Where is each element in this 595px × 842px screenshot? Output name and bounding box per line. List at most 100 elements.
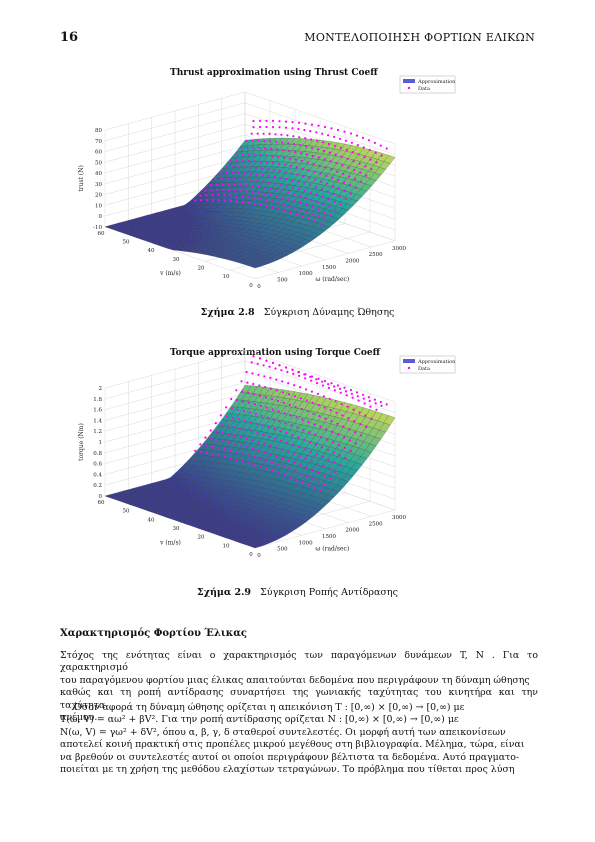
- data-point: [318, 415, 321, 418]
- data-point: [299, 152, 302, 155]
- data-point: [348, 175, 351, 178]
- data-point: [322, 395, 325, 398]
- data-point: [293, 395, 296, 398]
- data-point: [286, 184, 289, 187]
- data-point: [288, 157, 291, 160]
- data-point: [385, 147, 388, 150]
- data-point: [317, 471, 320, 474]
- data-point: [255, 173, 258, 176]
- data-point: [359, 423, 362, 426]
- data-point: [225, 415, 228, 418]
- data-point: [286, 134, 289, 137]
- data-point: [280, 369, 283, 372]
- data-point: [276, 463, 279, 466]
- data-point: [310, 460, 313, 463]
- data-point: [301, 215, 304, 218]
- data-point: [295, 166, 298, 169]
- data-point: [244, 178, 247, 181]
- data-point: [287, 198, 290, 201]
- data-point: [304, 373, 307, 376]
- data-point: [334, 400, 337, 403]
- data-point: [333, 389, 336, 392]
- data-point: [291, 121, 294, 124]
- data-point: [253, 202, 256, 205]
- data-point: [284, 422, 287, 425]
- data-point: [312, 478, 315, 481]
- data-point: [310, 123, 314, 126]
- data-point: [299, 202, 302, 205]
- data-point: [304, 196, 307, 200]
- data-point: [284, 366, 288, 369]
- data-point: [240, 146, 243, 149]
- w-tick-label: 2500: [369, 252, 383, 258]
- data-point: [298, 195, 301, 198]
- data-point: [370, 417, 373, 420]
- w-tick-label: 1500: [322, 534, 336, 540]
- data-point: [280, 133, 283, 136]
- data-point: [258, 125, 262, 129]
- v-axis-label: v (m/s): [159, 270, 181, 277]
- data-point: [327, 198, 330, 201]
- data-point: [331, 441, 335, 444]
- data-point: [272, 418, 275, 421]
- data-point: [294, 158, 297, 161]
- data-point: [301, 418, 304, 421]
- v-tick-label: 0: [249, 552, 253, 558]
- data-point: [291, 127, 294, 130]
- data-point: [320, 180, 323, 183]
- data-point: [254, 166, 257, 169]
- data-point: [281, 380, 284, 383]
- v-tick-label: 10: [223, 274, 230, 280]
- data-point: [315, 193, 318, 196]
- data-point: [234, 450, 238, 453]
- data-point: [311, 206, 314, 209]
- data-point: [281, 196, 284, 199]
- data-point: [365, 426, 368, 429]
- data-point: [369, 158, 372, 161]
- data-point: [220, 423, 223, 426]
- plot-area: 2 1.8 1.6 1.4 1.2 1 0.8 0.6 0.4 0.2 0 torque (Nm) 60…: [78, 349, 456, 559]
- figure-torque: Torque approximation using Torque Coeff …: [0, 340, 595, 590]
- z-tick-label: 1: [99, 440, 103, 446]
- data-point: [252, 455, 255, 458]
- data-point: [249, 172, 252, 175]
- data-point: [348, 184, 352, 187]
- text-line: Όσον αφορά τη δύναμη ώθησης ορίζεται η α…: [74, 702, 465, 713]
- data-point: [351, 151, 354, 154]
- data-point: [241, 153, 244, 156]
- data-point: [300, 159, 303, 162]
- data-point: [253, 463, 256, 466]
- data-point: [286, 191, 289, 194]
- data-point: [257, 191, 261, 195]
- data-point: [352, 408, 355, 411]
- data-point: [248, 166, 251, 169]
- data-point: [375, 161, 378, 164]
- v-axis: 60 50 40 30 20 10 0 v (m/s): [98, 500, 254, 558]
- data-point: [227, 433, 230, 436]
- v-tick-label: 50: [123, 509, 130, 515]
- text-line: ανέμου.: [60, 712, 98, 724]
- data-point: [239, 184, 242, 187]
- z-tick-label: 0: [99, 494, 103, 500]
- data-point: [269, 140, 272, 143]
- z-tick-label: 40: [95, 171, 102, 177]
- w-tick-label: 2000: [345, 258, 359, 264]
- data-point: [204, 189, 207, 192]
- data-point: [286, 441, 289, 444]
- data-point: [270, 398, 274, 401]
- data-point: [212, 198, 215, 202]
- data-point: [357, 399, 360, 402]
- data-point: [336, 422, 339, 425]
- data-point: [312, 162, 315, 165]
- data-point: [278, 420, 281, 423]
- data-point: [262, 180, 265, 183]
- data-point: [199, 194, 202, 197]
- data-points: [194, 119, 388, 225]
- w-axis-label: ω (rad/sec): [315, 276, 349, 283]
- v-tick-label: 60: [98, 231, 105, 237]
- data-point: [313, 486, 316, 489]
- data-point: [334, 153, 337, 156]
- data-point: [276, 148, 279, 151]
